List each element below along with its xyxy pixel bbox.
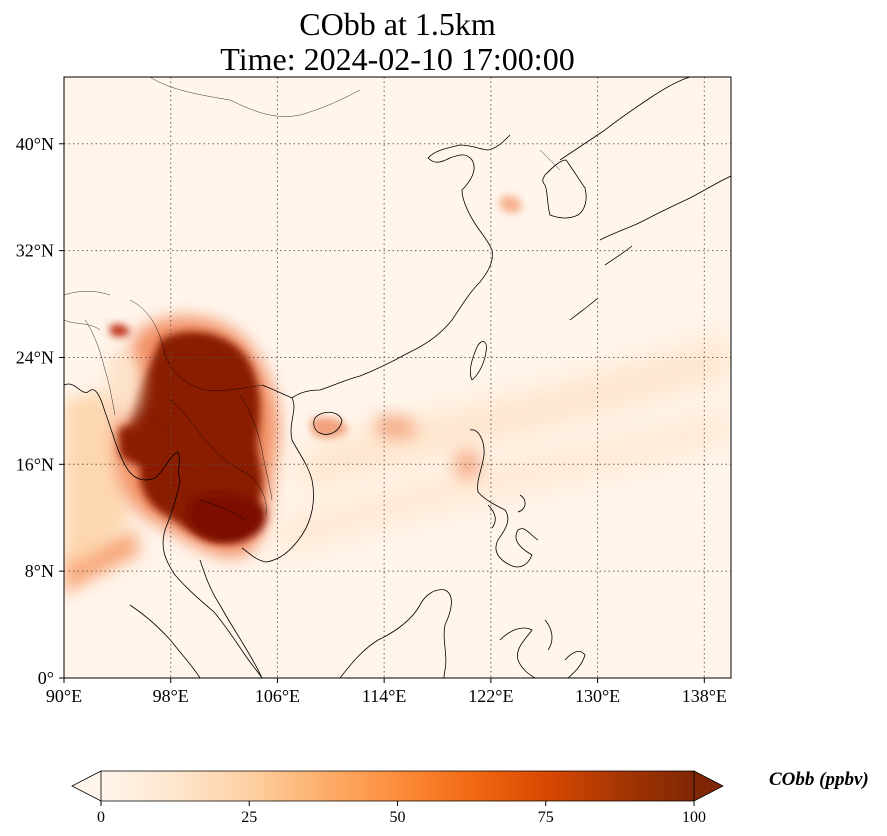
border-thailand-cambodia <box>199 499 246 521</box>
plume-clear-area <box>107 348 142 421</box>
coast-korea <box>542 159 587 219</box>
y-axis-ticks: 0° 8°N 16°N 24°N 32°N 40°N <box>16 134 64 688</box>
plume-west-band <box>64 390 130 560</box>
border-north-korea <box>539 149 561 171</box>
x-tick-label: 90°E <box>46 686 82 706</box>
coast-russia-far-east <box>559 77 691 161</box>
y-tick-label: 8°N <box>25 561 54 581</box>
cobb-field <box>64 195 731 595</box>
coast-south-china <box>291 134 511 399</box>
map-title-line1: CObb at 1.5km <box>299 6 496 42</box>
y-tick-label: 32°N <box>16 241 54 261</box>
border-mongolia <box>149 77 361 117</box>
colorbar-tick-label: 25 <box>241 809 257 826</box>
x-tick-label: 122°E <box>468 686 513 706</box>
country-borders <box>64 77 561 521</box>
plume-myanmar <box>118 421 162 466</box>
border-india-myanmar <box>84 319 116 416</box>
coast-sumatra <box>129 604 201 678</box>
x-tick-label: 130°E <box>575 686 620 706</box>
coast-china-mainland <box>64 383 263 678</box>
coast-philippines <box>469 429 539 568</box>
plume-scs-patch <box>375 415 418 439</box>
colorbar-extend-max <box>693 770 724 802</box>
border-laos-thailand <box>169 399 267 516</box>
plume-indochina-core <box>129 331 263 542</box>
map-frame <box>63 76 732 679</box>
x-tick-label: 138°E <box>682 686 727 706</box>
x-axis-ticks: 90°E 98°E 106°E 114°E 122°E 130°E 138°E <box>46 678 727 706</box>
colorbar-tick-label: 0 <box>97 809 105 826</box>
coast-hainan <box>313 411 343 435</box>
y-tick-label: 16°N <box>16 454 54 474</box>
x-tick-label: 114°E <box>362 686 407 706</box>
coast-borneo <box>339 589 452 678</box>
plume-bay-bengal <box>64 530 140 595</box>
x-tick-label: 98°E <box>153 686 189 706</box>
colorbar: 0 25 50 75 100 <box>71 770 724 826</box>
y-tick-label: 0° <box>38 668 54 688</box>
plume-yunnan <box>110 324 130 337</box>
y-tick-label: 24°N <box>16 347 54 367</box>
plume-yellow-sea <box>500 195 522 214</box>
y-tick-label: 40°N <box>16 134 54 154</box>
plume-luzon <box>455 450 481 481</box>
gridlines <box>64 77 731 678</box>
colorbar-tick-label: 75 <box>538 809 554 826</box>
coastlines <box>64 77 731 678</box>
border-china-north <box>64 291 111 331</box>
colorbar-tick-label: 50 <box>390 809 406 826</box>
coast-japan <box>569 175 731 321</box>
plume-streak-east <box>300 335 731 490</box>
map-title-line2: Time: 2024-02-10 17:00:00 <box>220 41 575 77</box>
coast-malay-peninsula <box>199 559 263 678</box>
colorbar-ticks: 0 25 50 75 100 <box>97 801 706 826</box>
coast-taiwan <box>470 341 487 381</box>
plume-streak-south <box>280 410 731 555</box>
coast-new-guinea <box>564 650 586 678</box>
map-area <box>64 77 731 678</box>
plume-cambodia <box>188 493 266 543</box>
colorbar-body <box>101 771 694 801</box>
coast-sulawesi <box>499 619 553 678</box>
border-myanmar-china <box>129 299 263 391</box>
colorbar-extend-min <box>71 770 102 802</box>
colorbar-label: CObb (ppbv) <box>769 769 869 790</box>
border-laos-vietnam <box>239 394 273 501</box>
colorbar-tick-label: 100 <box>682 809 706 826</box>
x-tick-label: 106°E <box>255 686 300 706</box>
